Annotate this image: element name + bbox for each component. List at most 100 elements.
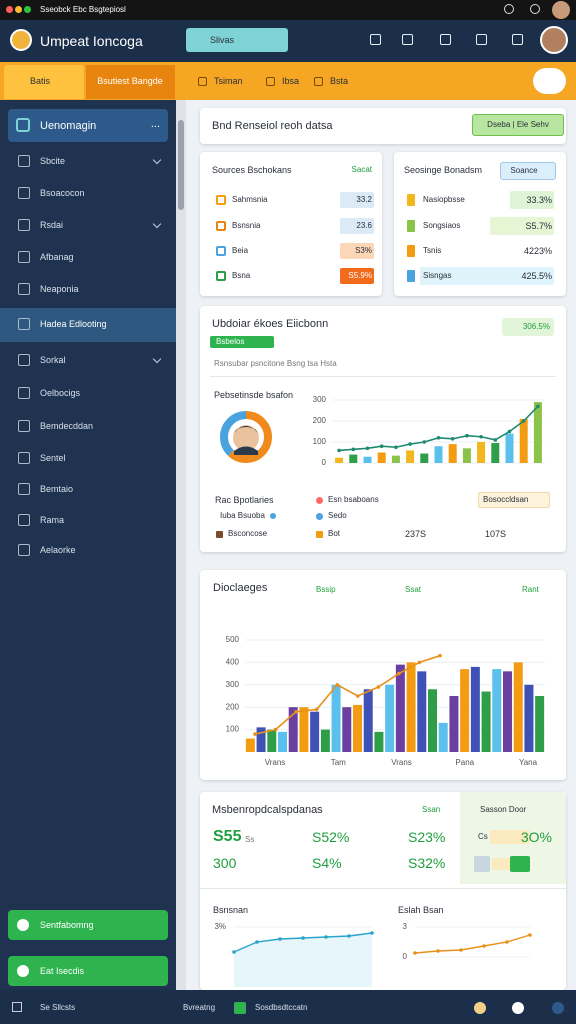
nav-item[interactable]: Bemdecddan [40,421,94,431]
tab-icon [266,77,275,86]
nav-item[interactable]: Sbcite [40,156,66,166]
icon [407,194,415,206]
tab[interactable]: Bsutiest Bangde [97,76,163,86]
nav-item[interactable]: Bemtaio [40,484,74,494]
badge [340,192,374,208]
badge [340,218,374,234]
badge [420,267,554,285]
icon [18,483,30,495]
row-value: S5.7% [525,221,552,231]
footer-icon[interactable] [474,1002,486,1014]
search-box[interactable] [186,28,288,52]
tab[interactable]: Ibsa [282,76,300,86]
footer-icon[interactable] [552,1002,564,1014]
section-title: Pebsetinsde bsafon [214,390,294,400]
legend-sub: Iuba Bsuoba [220,511,265,520]
panel-title: Sasson Door [480,805,527,814]
badge-text: Bsbelos [216,337,245,346]
nav-item[interactable]: Hadea Edlooting [40,319,107,329]
row-value: 4223% [523,246,552,256]
tab[interactable]: Tsiman [214,76,243,86]
icon [18,318,30,330]
icon [18,420,30,432]
nav-item[interactable]: Afbanag [40,252,74,262]
button-text[interactable]: Dseba | Ele Sehv [487,120,549,129]
footer-text: Sosdbsdtccatn [255,1003,308,1012]
row-value: 23.6 [356,221,372,230]
link[interactable]: Ssan [422,805,441,814]
nav-item[interactable]: Sentel [40,453,66,463]
avatar [552,1,570,19]
window-dot [24,6,31,13]
nav-button-text[interactable]: Sentfabomng [40,920,94,930]
metric: S32% [408,855,446,871]
window-dot [6,6,13,13]
link[interactable]: Bssip [316,585,336,594]
badge [510,191,554,209]
legend-swatch [316,513,323,520]
nav-item[interactable]: Rama [40,515,65,525]
row-label: Sahmsnia [232,195,268,204]
header-icon[interactable] [440,34,451,45]
panel-bar [492,858,510,870]
panel-label: Cs [478,832,488,841]
more[interactable]: ... [150,118,160,130]
icon [18,544,30,556]
nav-item[interactable]: Oelbocigs [40,388,81,398]
profile-name[interactable]: Uenomagin [40,120,97,132]
header [0,20,576,62]
tab-active[interactable] [4,65,84,99]
avatar [474,856,490,872]
nav-button[interactable] [8,910,168,940]
window-dot [15,6,22,13]
footer-icon[interactable] [512,1002,524,1014]
button-text[interactable]: Soance [510,166,538,175]
icon [18,187,30,199]
icon [18,387,30,399]
badge [340,243,374,259]
link[interactable]: Ssat [405,585,422,594]
avatar [540,26,568,54]
header-icon[interactable] [512,34,523,45]
panel-value: 3O% [520,829,552,845]
row-value: 425.5% [521,271,552,281]
icon [17,965,29,977]
icon [16,118,30,132]
button[interactable] [500,162,556,180]
legend-swatch [316,531,323,538]
scrollbar [176,100,186,990]
nav-item[interactable]: Bsoacocon [40,188,85,198]
metric-unit: Ss [245,835,255,844]
nav-item[interactable]: Neaponia [40,284,79,294]
header-icon[interactable] [476,34,487,45]
icon [18,452,30,464]
nav-item[interactable]: Aelaorke [40,545,76,555]
button[interactable] [472,114,564,136]
tab[interactable]: Bsta [330,76,349,86]
header-icon[interactable] [370,34,381,45]
card-title: Msbenropdcalspdanas [212,804,323,816]
action-button[interactable] [533,68,566,94]
link[interactable]: Rant [522,585,539,594]
header-icon[interactable] [402,34,413,45]
dropdown-text[interactable]: Bosoccldsan [483,495,529,504]
panel-bar [490,830,530,844]
divider [200,888,566,889]
avatar [10,29,32,51]
link[interactable]: Sacat [351,165,372,174]
nav-item[interactable]: Rsdai [40,220,64,230]
dropdown[interactable] [478,492,550,508]
panel-bar [510,856,530,872]
row-label: Songsiaos [423,221,461,230]
nav-button[interactable] [8,956,168,986]
tab[interactable]: Batis [29,76,51,86]
profile-card[interactable] [8,109,168,142]
banner-title: Bnd Renseiol reoh datsa [212,120,333,132]
tab-icon [314,77,323,86]
nav-item[interactable]: Sorkal [40,355,66,365]
tab[interactable] [86,65,175,99]
search-text[interactable]: Slivas [210,35,235,45]
icon [216,246,226,256]
icon [18,251,30,263]
nav-button-text[interactable]: Eat Isecdis [40,966,85,976]
